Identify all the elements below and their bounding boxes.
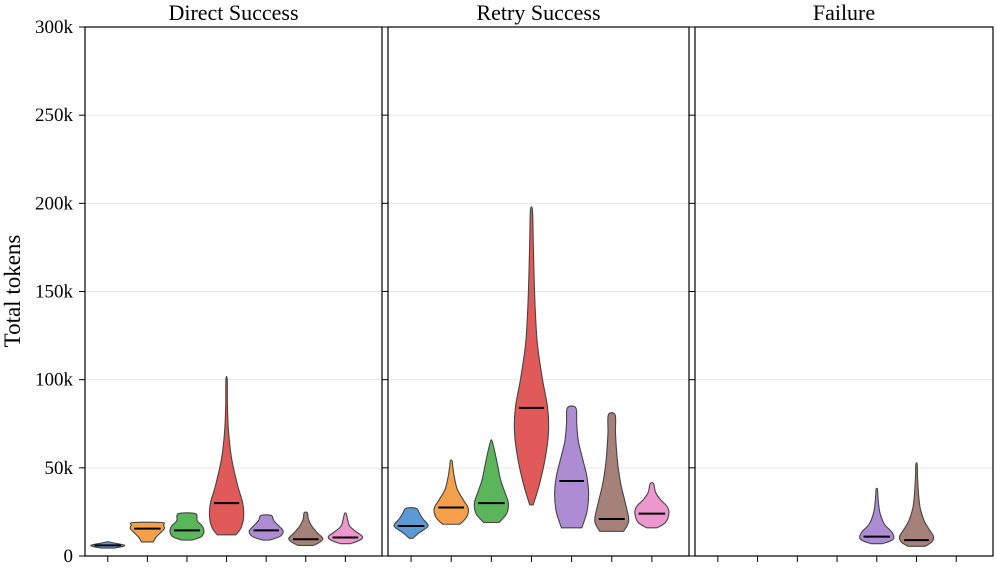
violin-direct-success-3 xyxy=(208,375,245,536)
y-tick-label-0: 0 xyxy=(64,546,74,567)
y-tick-label-300k: 300k xyxy=(35,17,74,38)
y-tick-label-200k: 200k xyxy=(35,193,74,214)
panel-title-3: Failure xyxy=(813,0,875,25)
violin-retry-success-6 xyxy=(634,482,670,529)
violin-retry-success-4 xyxy=(554,405,590,529)
violin-direct-success-4 xyxy=(248,514,284,541)
y-axis-label: Total tokens xyxy=(0,235,25,348)
panel-title-1: Direct Success xyxy=(168,0,298,25)
violin-retry-success-3 xyxy=(513,206,550,506)
violin-failure-5 xyxy=(898,462,935,547)
y-tick-label-100k: 100k xyxy=(35,370,74,391)
violin-failure-4 xyxy=(859,487,895,545)
y-tick-label-150k: 150k xyxy=(35,282,74,303)
violin-direct-success-2 xyxy=(169,512,205,541)
violin-retry-success-2 xyxy=(473,439,509,524)
y-tick-label-250k: 250k xyxy=(35,105,74,126)
panel-title-2: Retry Success xyxy=(476,0,600,25)
tick-layer: 0 50k 100k 150k 200k 250k 300k Direct Success Re… xyxy=(35,0,957,567)
violin-direct-success-1 xyxy=(129,521,166,543)
violin-layer xyxy=(90,206,935,549)
violin-retry-success-5 xyxy=(594,412,630,532)
violin-retry-success-1 xyxy=(433,459,469,525)
violin-retry-success-0 xyxy=(393,507,429,539)
violin-direct-success-5 xyxy=(288,511,324,546)
violin-direct-success-6 xyxy=(327,512,364,545)
y-tick-label-50k: 50k xyxy=(45,458,74,479)
